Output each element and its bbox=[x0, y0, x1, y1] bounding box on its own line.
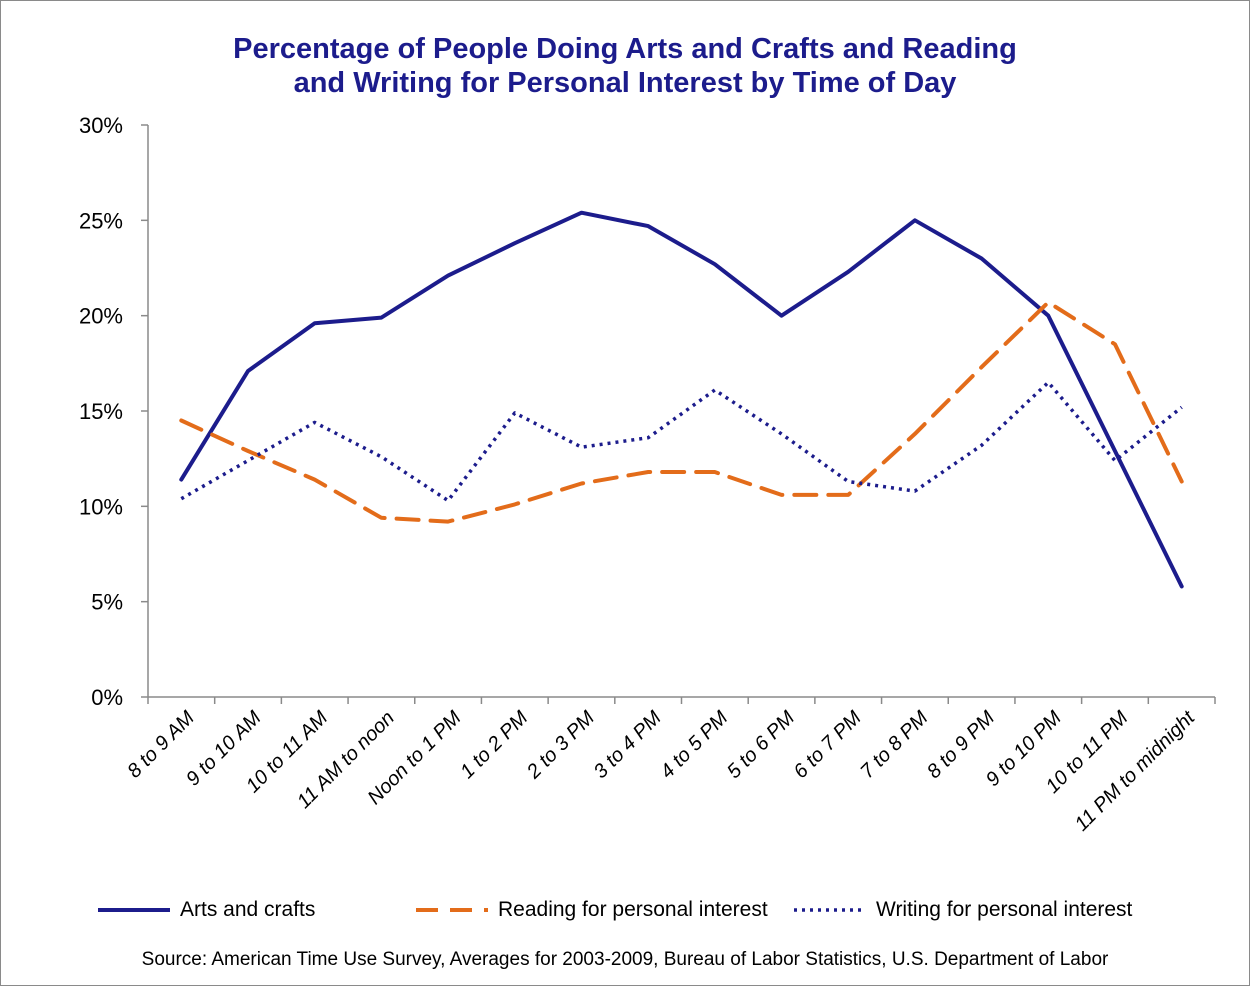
y-tick-label: 30% bbox=[79, 113, 123, 138]
y-tick-label: 10% bbox=[79, 494, 123, 519]
chart-legend: Arts and crafts Reading for personal inte… bbox=[0, 893, 1250, 927]
x-tick-label: 5 to 6 PM bbox=[723, 707, 799, 783]
legend-label: Writing for personal interest bbox=[876, 898, 1133, 921]
x-tick-label: 3 to 4 PM bbox=[590, 707, 666, 783]
x-tick-label: 7 to 8 PM bbox=[856, 707, 932, 783]
legend-swatch bbox=[794, 908, 866, 912]
y-tick-label: 5% bbox=[91, 590, 123, 615]
x-tick-label: 4 to 5 PM bbox=[656, 707, 732, 783]
legend-item-1: Arts and crafts bbox=[96, 893, 315, 927]
legend-item-3: Writing for personal interest bbox=[792, 893, 1132, 927]
y-tick-label: 25% bbox=[79, 208, 123, 233]
legend-swatch bbox=[98, 908, 170, 912]
legend-item-2: Reading for personal interest bbox=[414, 893, 768, 927]
x-tick-label: 11 PM to midnight bbox=[1071, 706, 1201, 836]
legend-label: Arts and crafts bbox=[180, 898, 316, 921]
series-line-3 bbox=[180, 380, 1183, 503]
series-line-1 bbox=[179, 210, 1184, 589]
source-note: Source: American Time Use Survey, Averag… bbox=[141, 949, 1109, 970]
chart-title-line-2: and Writing for Personal Interest by Tim… bbox=[293, 67, 957, 99]
y-tick-label: 15% bbox=[79, 399, 123, 424]
series-line-2 bbox=[179, 300, 1184, 524]
legend-swatch bbox=[416, 908, 488, 912]
chart-title: Percentage of People Doing Arts and Craf… bbox=[60, 32, 1190, 100]
x-tick-label: 2 to 3 PM bbox=[522, 707, 599, 784]
y-tick-label: 20% bbox=[79, 304, 123, 329]
y-tick-label: 0% bbox=[91, 685, 123, 710]
x-tick-label: 1 to 2 PM bbox=[456, 707, 532, 783]
x-tick-label: 6 to 7 PM bbox=[790, 707, 866, 783]
chart-title-line-1: Percentage of People Doing Arts and Craf… bbox=[233, 33, 1017, 65]
line-chart: 0%5%10%15%20%25%30%8 to 9 AM9 to 10 AM10… bbox=[79, 113, 1216, 836]
legend-label: Reading for personal interest bbox=[498, 898, 768, 921]
